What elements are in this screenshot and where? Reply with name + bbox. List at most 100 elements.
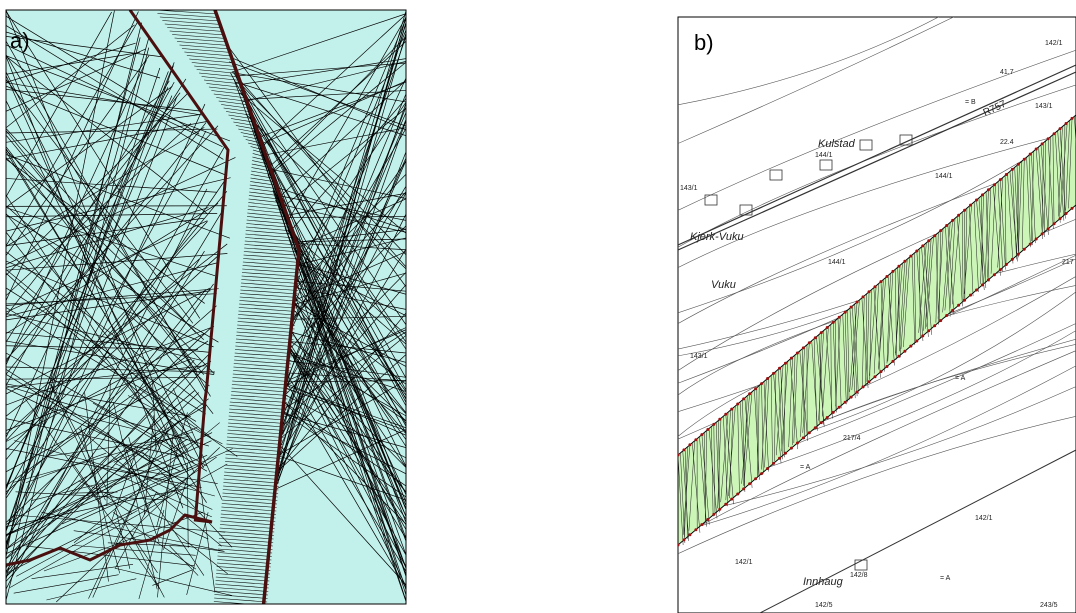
map-label: = A	[800, 464, 811, 471]
boundary-point	[1029, 153, 1032, 156]
boundary-point	[987, 278, 990, 281]
boundary-point	[945, 224, 948, 227]
map-label: Kulstad	[818, 138, 856, 150]
map-label: 143/1	[690, 353, 708, 360]
map-label: 243/5	[1040, 602, 1058, 609]
boundary-point	[874, 285, 877, 288]
boundary-point	[832, 411, 835, 414]
boundary-point	[802, 346, 805, 349]
boundary-point	[790, 357, 793, 360]
boundary-point	[706, 428, 709, 431]
boundary-point	[1011, 168, 1014, 171]
boundary-point	[987, 188, 990, 191]
boundary-point	[700, 433, 703, 436]
boundary-point	[981, 283, 984, 286]
boundary-point	[772, 462, 775, 465]
boundary-point	[712, 423, 715, 426]
boundary-point	[963, 299, 966, 302]
boundary-point	[1011, 258, 1014, 261]
boundary-point	[826, 416, 829, 419]
boundary-point	[850, 396, 853, 399]
boundary-point	[724, 503, 727, 506]
boundary-point	[748, 392, 751, 395]
boundary-point	[718, 418, 721, 421]
boundary-point	[945, 314, 948, 317]
boundary-point	[772, 372, 775, 375]
boundary-point	[688, 443, 691, 446]
boundary-point	[1041, 142, 1044, 145]
boundary-point	[1047, 137, 1050, 140]
boundary-point	[1035, 148, 1038, 151]
boundary-point	[957, 214, 960, 217]
panel-label: b)	[694, 30, 714, 55]
boundary-point	[856, 391, 859, 394]
map-label: 142/5	[815, 602, 833, 609]
boundary-point	[778, 367, 781, 370]
boundary-point	[1059, 217, 1062, 220]
boundary-point	[909, 255, 912, 258]
boundary-point	[874, 375, 877, 378]
boundary-point	[850, 306, 853, 309]
boundary-point	[1023, 158, 1026, 161]
boundary-point	[915, 340, 918, 343]
boundary-point	[862, 295, 865, 298]
boundary-point	[814, 426, 817, 429]
boundary-point	[1029, 243, 1032, 246]
boundary-point	[951, 309, 954, 312]
boundary-point	[832, 321, 835, 324]
boundary-point	[694, 528, 697, 531]
map-label: 142/8	[850, 572, 868, 579]
map-label: 143/1	[1035, 103, 1053, 110]
map-label: 22.4	[1000, 139, 1014, 146]
boundary-point	[826, 326, 829, 329]
boundary-point	[1035, 238, 1038, 241]
boundary-point	[808, 431, 811, 434]
boundary-point	[969, 294, 972, 297]
boundary-point	[868, 380, 871, 383]
map-label: Vuku	[711, 279, 736, 291]
boundary-point	[999, 268, 1002, 271]
map-label: = B	[965, 99, 976, 106]
boundary-point	[975, 199, 978, 202]
boundary-point	[927, 329, 930, 332]
boundary-point	[838, 316, 841, 319]
boundary-point	[760, 382, 763, 385]
boundary-point	[897, 355, 900, 358]
boundary-point	[933, 234, 936, 237]
boundary-point	[1017, 253, 1020, 256]
boundary-point	[1017, 163, 1020, 166]
boundary-point	[939, 229, 942, 232]
boundary-point	[790, 447, 793, 450]
boundary-point	[700, 523, 703, 526]
boundary-point	[1059, 127, 1062, 130]
boundary-point	[766, 467, 769, 470]
boundary-point	[706, 518, 709, 521]
map-label: 142/1	[1045, 40, 1063, 47]
map-label: 144/1	[935, 173, 953, 180]
boundary-point	[784, 452, 787, 455]
boundary-point	[778, 457, 781, 460]
boundary-point	[993, 183, 996, 186]
map-label: 142/1	[735, 559, 753, 566]
map-label: = A	[940, 575, 951, 582]
boundary-point	[868, 290, 871, 293]
boundary-point	[885, 275, 888, 278]
boundary-point	[921, 244, 924, 247]
map-label: 143/1	[680, 185, 698, 192]
boundary-point	[927, 239, 930, 242]
boundary-point	[677, 454, 680, 457]
map-label: 217/4	[843, 435, 861, 442]
boundary-point	[975, 289, 978, 292]
boundary-point	[784, 362, 787, 365]
boundary-point	[951, 219, 954, 222]
boundary-point	[963, 209, 966, 212]
boundary-point	[862, 385, 865, 388]
boundary-point	[897, 265, 900, 268]
boundary-point	[1053, 222, 1056, 225]
boundary-point	[1005, 263, 1008, 266]
boundary-point	[796, 352, 799, 355]
boundary-point	[754, 477, 757, 480]
boundary-point	[915, 250, 918, 253]
boundary-point	[718, 508, 721, 511]
boundary-point	[796, 442, 799, 445]
